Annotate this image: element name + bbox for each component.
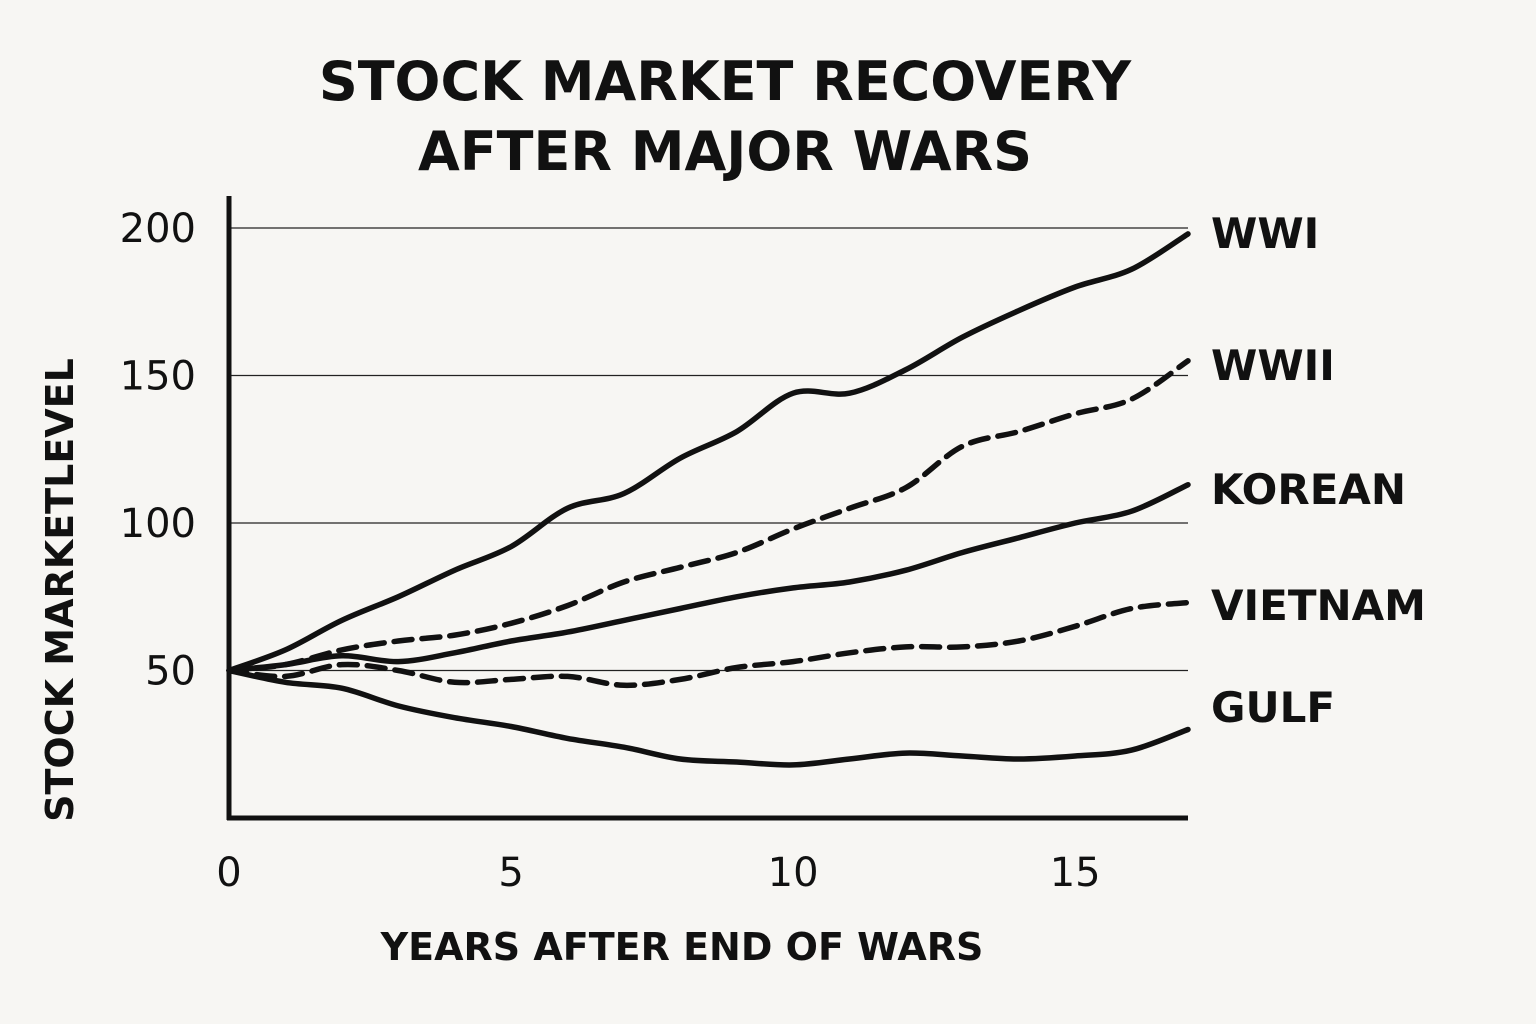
x-tick-label-10: 10 <box>768 850 819 896</box>
series-line-korean <box>226 481 1191 674</box>
gridlines <box>229 227 1188 672</box>
series-label-wwii: WWII <box>1211 341 1335 390</box>
series-line-wwi <box>226 231 1191 674</box>
x-axis-title: YEARS AFTER END OF WARS <box>380 925 984 969</box>
chart-title-line-1: STOCK MARKET RECOVERY <box>319 50 1132 113</box>
series-label-wwi: WWI <box>1211 209 1319 258</box>
x-tick-label-5: 5 <box>498 850 523 896</box>
y-axis-title: STOCK MARKETLEVEL <box>38 358 82 822</box>
y-tick-label-200: 200 <box>120 206 196 252</box>
series-label-gulf: GULF <box>1211 683 1335 732</box>
axes <box>226 196 1188 821</box>
chart-title-line-2: AFTER MAJOR WARS <box>418 120 1032 183</box>
series-line-wwii <box>226 358 1191 674</box>
y-tick-labels: 50 100 150 200 <box>120 206 196 695</box>
x-tick-label-0: 0 <box>216 850 241 896</box>
series-label-vietnam: VIETNAM <box>1211 581 1426 630</box>
series-labels: WWI WWII KOREAN VIETNAM GULF <box>1211 209 1426 732</box>
y-tick-label-150: 150 <box>120 354 196 400</box>
x-tick-labels: 0 5 10 15 <box>216 850 1100 896</box>
series-label-korean: KOREAN <box>1211 465 1406 514</box>
series-line-vietnam <box>226 599 1191 689</box>
y-tick-label-50: 50 <box>145 649 196 695</box>
y-tick-label-100: 100 <box>120 501 196 547</box>
x-tick-label-15: 15 <box>1050 850 1101 896</box>
series-lines <box>226 231 1191 768</box>
series-line-gulf <box>226 667 1191 768</box>
